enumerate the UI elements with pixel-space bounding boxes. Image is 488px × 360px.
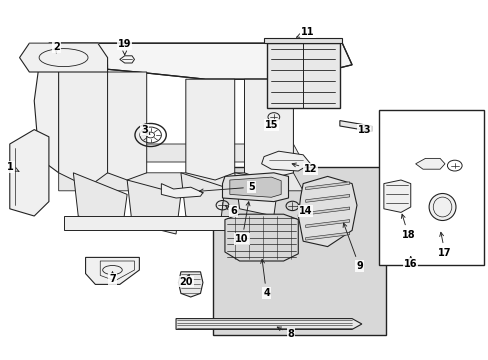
Text: 17: 17 bbox=[437, 232, 451, 258]
Text: 5: 5 bbox=[199, 182, 255, 193]
Polygon shape bbox=[49, 43, 351, 79]
Polygon shape bbox=[10, 130, 49, 216]
Text: 2: 2 bbox=[53, 42, 60, 53]
Polygon shape bbox=[224, 214, 298, 261]
Polygon shape bbox=[229, 177, 281, 197]
Text: 3: 3 bbox=[141, 125, 149, 135]
Polygon shape bbox=[261, 151, 310, 171]
Polygon shape bbox=[305, 194, 349, 202]
Text: 10: 10 bbox=[235, 202, 249, 244]
Text: 13: 13 bbox=[357, 125, 370, 135]
Text: 9: 9 bbox=[343, 223, 362, 271]
Text: 1: 1 bbox=[7, 162, 19, 172]
Polygon shape bbox=[127, 180, 181, 234]
Polygon shape bbox=[415, 158, 444, 169]
Text: 15: 15 bbox=[264, 120, 278, 130]
Polygon shape bbox=[266, 43, 339, 108]
Polygon shape bbox=[264, 38, 342, 43]
Polygon shape bbox=[59, 144, 303, 162]
Text: 18: 18 bbox=[401, 214, 414, 240]
Polygon shape bbox=[305, 232, 349, 240]
Polygon shape bbox=[73, 173, 127, 230]
Text: 7: 7 bbox=[109, 272, 116, 284]
Polygon shape bbox=[305, 207, 349, 215]
Text: 8: 8 bbox=[277, 327, 294, 339]
Polygon shape bbox=[176, 319, 361, 329]
Text: 11: 11 bbox=[296, 27, 314, 37]
Polygon shape bbox=[181, 173, 224, 227]
Polygon shape bbox=[63, 216, 283, 230]
Polygon shape bbox=[234, 173, 278, 216]
Polygon shape bbox=[59, 58, 107, 187]
Polygon shape bbox=[244, 79, 293, 180]
Polygon shape bbox=[85, 257, 139, 284]
Polygon shape bbox=[20, 43, 107, 72]
Polygon shape bbox=[107, 72, 146, 180]
Polygon shape bbox=[305, 182, 349, 190]
Polygon shape bbox=[339, 121, 371, 131]
Ellipse shape bbox=[428, 194, 455, 220]
Polygon shape bbox=[185, 79, 234, 180]
Polygon shape bbox=[305, 220, 349, 228]
Polygon shape bbox=[383, 180, 410, 212]
Polygon shape bbox=[59, 173, 303, 191]
Text: 14: 14 bbox=[297, 206, 312, 216]
Bar bbox=[212, 167, 386, 335]
Polygon shape bbox=[34, 43, 59, 173]
Text: 19: 19 bbox=[118, 39, 131, 55]
Text: 16: 16 bbox=[403, 257, 417, 269]
Text: 4: 4 bbox=[260, 259, 269, 298]
Text: 20: 20 bbox=[179, 275, 192, 287]
Polygon shape bbox=[161, 184, 203, 198]
Polygon shape bbox=[298, 176, 356, 247]
Polygon shape bbox=[178, 272, 203, 297]
Text: 6: 6 bbox=[225, 206, 237, 216]
Text: 12: 12 bbox=[291, 163, 317, 174]
Polygon shape bbox=[222, 173, 288, 202]
Bar bbox=[378, 110, 483, 265]
